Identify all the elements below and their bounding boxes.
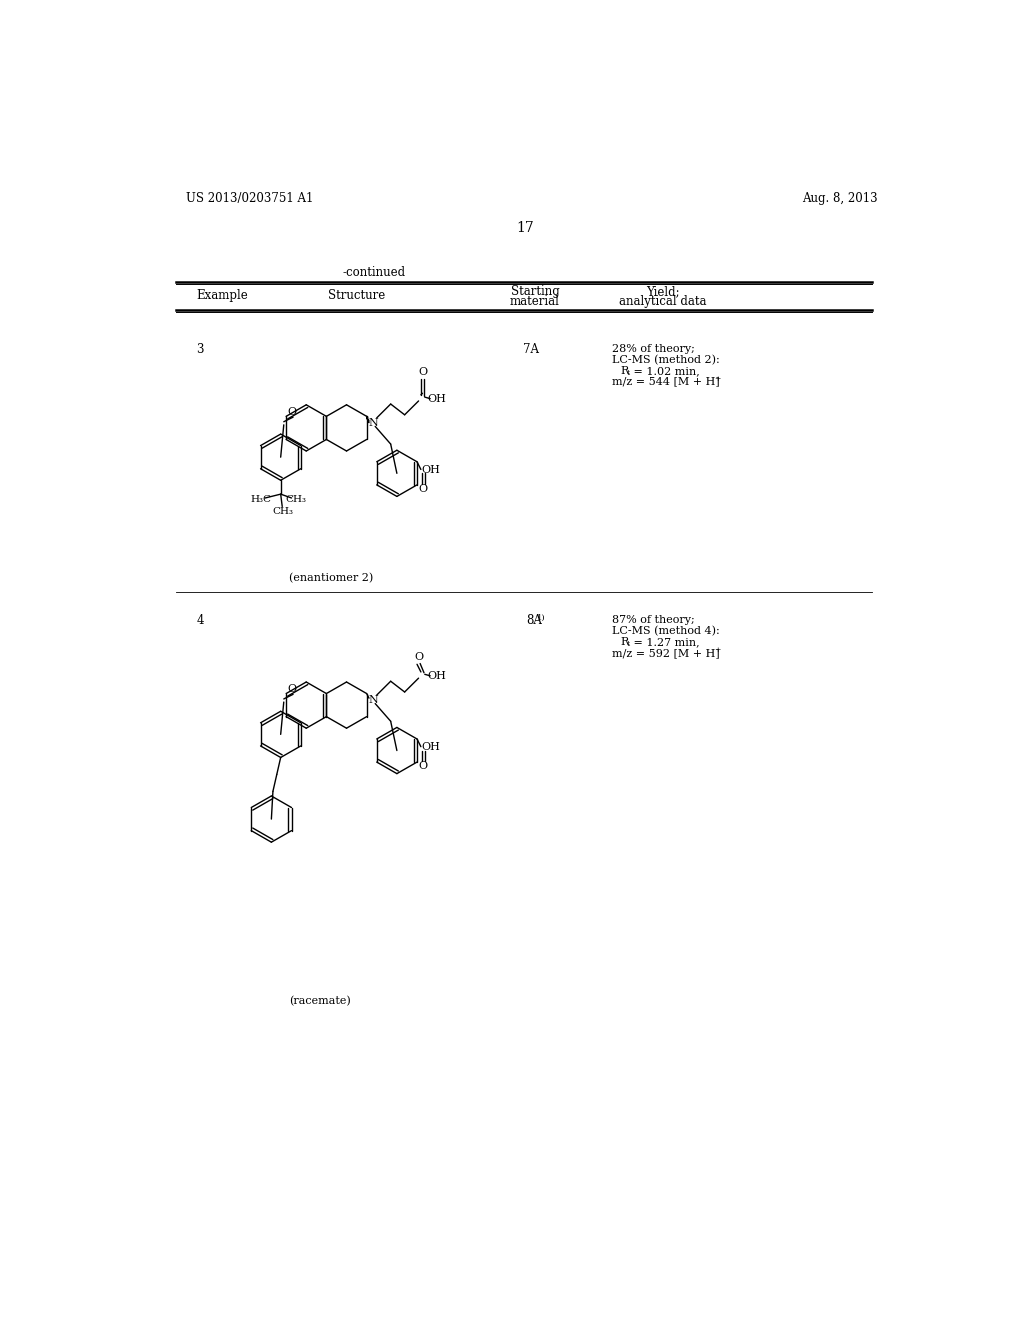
Text: R: R bbox=[621, 638, 629, 647]
Text: O: O bbox=[419, 483, 428, 494]
Text: O: O bbox=[419, 367, 428, 378]
Text: 8A: 8A bbox=[526, 614, 543, 627]
Text: O: O bbox=[419, 760, 428, 771]
Text: Example: Example bbox=[197, 289, 248, 302]
Text: N: N bbox=[368, 694, 378, 705]
Text: CH₃: CH₃ bbox=[286, 495, 306, 504]
Text: 1): 1) bbox=[538, 614, 546, 622]
Text: O: O bbox=[287, 684, 296, 694]
Text: LC-MS (method 4):: LC-MS (method 4): bbox=[612, 626, 720, 636]
Text: OH: OH bbox=[422, 742, 440, 752]
Text: t: t bbox=[627, 370, 630, 378]
Text: +: + bbox=[715, 647, 721, 655]
Text: LC-MS (method 2):: LC-MS (method 2): bbox=[612, 355, 720, 366]
Text: OH: OH bbox=[422, 465, 440, 475]
Text: Aug. 8, 2013: Aug. 8, 2013 bbox=[802, 191, 878, 205]
Text: H₃C: H₃C bbox=[250, 495, 271, 504]
Text: US 2013/0203751 A1: US 2013/0203751 A1 bbox=[186, 191, 313, 205]
Text: CH₃: CH₃ bbox=[272, 507, 294, 516]
Text: (enantiomer 2): (enantiomer 2) bbox=[289, 573, 373, 583]
Text: O: O bbox=[287, 407, 296, 417]
Text: 87% of theory;: 87% of theory; bbox=[612, 615, 695, 626]
Text: 28% of theory;: 28% of theory; bbox=[612, 345, 695, 354]
Text: = 1.27 min,: = 1.27 min, bbox=[630, 638, 699, 647]
Text: OH: OH bbox=[428, 671, 446, 681]
Text: Starting: Starting bbox=[511, 285, 559, 298]
Text: analytical data: analytical data bbox=[618, 296, 707, 308]
Text: +: + bbox=[715, 375, 721, 383]
Text: = 1.02 min,: = 1.02 min, bbox=[630, 366, 700, 376]
Text: m/z = 592 [M + H]: m/z = 592 [M + H] bbox=[612, 648, 720, 657]
Text: N: N bbox=[368, 417, 378, 428]
Text: 7A: 7A bbox=[523, 343, 539, 356]
Text: material: material bbox=[510, 296, 560, 308]
Text: OH: OH bbox=[428, 393, 446, 404]
Text: 4: 4 bbox=[197, 614, 204, 627]
Text: Structure: Structure bbox=[328, 289, 385, 302]
Text: Yield;: Yield; bbox=[646, 285, 680, 298]
Text: (racemate): (racemate) bbox=[290, 997, 351, 1007]
Text: t: t bbox=[627, 640, 630, 648]
Text: 3: 3 bbox=[197, 343, 204, 356]
Text: -continued: -continued bbox=[343, 265, 406, 279]
Text: R: R bbox=[621, 366, 629, 376]
Text: m/z = 544 [M + H]: m/z = 544 [M + H] bbox=[612, 376, 720, 387]
Text: O: O bbox=[415, 652, 424, 663]
Text: 17: 17 bbox=[516, 220, 534, 235]
